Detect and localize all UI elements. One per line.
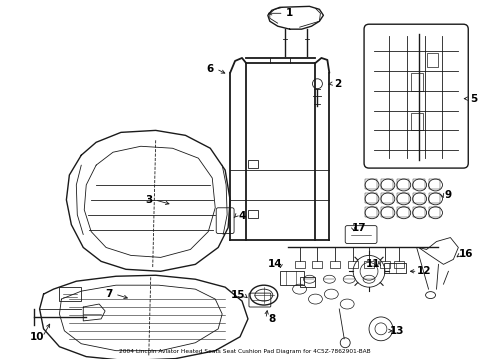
Text: 6: 6 <box>206 64 213 74</box>
Bar <box>410 73 422 91</box>
Bar <box>427 193 440 203</box>
Bar <box>247 210 257 218</box>
Bar <box>396 193 408 203</box>
Text: 14: 14 <box>267 259 282 269</box>
Bar <box>396 179 408 189</box>
Bar <box>380 179 392 189</box>
Text: 10: 10 <box>29 332 44 342</box>
Text: 3: 3 <box>145 195 152 205</box>
Bar <box>427 207 440 217</box>
Text: 7: 7 <box>105 289 113 299</box>
Bar <box>279 271 303 285</box>
Text: 17: 17 <box>351 222 366 233</box>
Text: 2004 Lincoln Aviator Heated Seats Seat Cushion Pad Diagram for 4C5Z-7862901-BAB: 2004 Lincoln Aviator Heated Seats Seat C… <box>119 348 369 354</box>
Bar <box>412 207 424 217</box>
Text: 13: 13 <box>389 326 403 336</box>
Text: 16: 16 <box>458 249 472 260</box>
Bar <box>427 179 440 189</box>
Bar <box>330 261 340 268</box>
Bar <box>364 261 373 268</box>
Bar <box>380 207 392 217</box>
Text: 2: 2 <box>333 79 340 89</box>
Bar <box>312 261 322 268</box>
Bar <box>412 179 424 189</box>
Bar <box>412 193 424 203</box>
Bar <box>60 287 81 301</box>
Bar <box>294 261 304 268</box>
Bar <box>365 193 376 203</box>
Bar <box>347 261 357 268</box>
Bar <box>396 207 408 217</box>
Bar <box>247 160 257 168</box>
Bar <box>379 261 389 268</box>
Bar <box>383 264 405 273</box>
Bar <box>393 261 403 268</box>
Text: 1: 1 <box>285 8 293 18</box>
Text: 9: 9 <box>444 190 451 200</box>
Text: 5: 5 <box>469 94 477 104</box>
Bar <box>426 53 438 67</box>
Text: 12: 12 <box>415 266 430 276</box>
Text: 8: 8 <box>267 314 275 324</box>
Text: 4: 4 <box>238 211 245 221</box>
Bar <box>299 277 315 287</box>
Bar <box>365 207 376 217</box>
Bar <box>380 193 392 203</box>
Text: 11: 11 <box>365 259 380 269</box>
Bar <box>365 179 376 189</box>
Text: 15: 15 <box>230 290 245 300</box>
Bar <box>410 113 422 130</box>
